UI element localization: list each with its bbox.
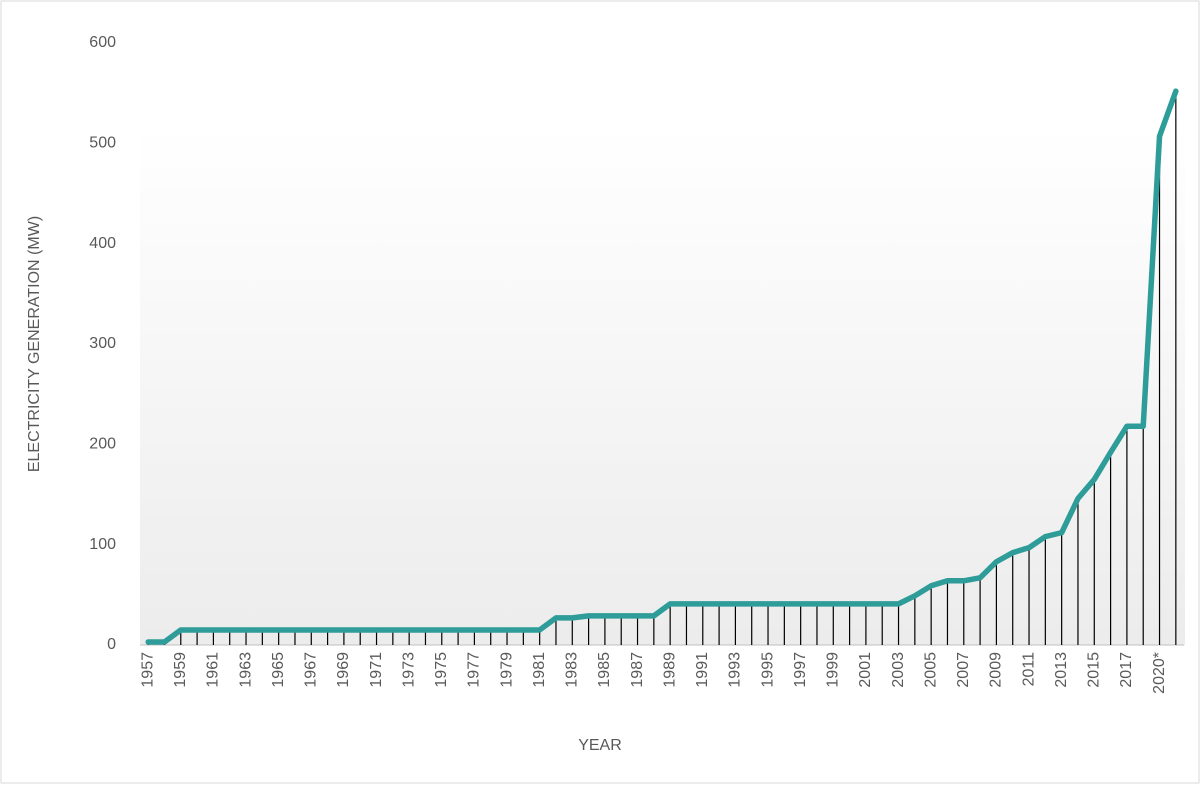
x-tick-label: 1961 <box>205 652 222 688</box>
y-axis-title: ELECTRICITY GENERATION (MW) <box>26 216 43 472</box>
x-axis-title: YEAR <box>578 737 622 754</box>
x-tick-label: 1971 <box>368 652 385 688</box>
x-tick-label: 1965 <box>270 652 287 688</box>
x-tick-label: 1979 <box>498 652 515 688</box>
y-tick-label: 100 <box>89 536 116 553</box>
x-tick-label: 2009 <box>988 652 1005 688</box>
y-tick-label: 600 <box>89 34 116 51</box>
x-tick-label: 1975 <box>433 652 450 688</box>
x-tick-label: 1977 <box>466 652 483 688</box>
x-tick-label: 2015 <box>1086 652 1103 688</box>
x-tick-label: 2017 <box>1118 652 1135 688</box>
x-tick-label: 1987 <box>629 652 646 688</box>
x-tick-label: 1973 <box>400 652 417 688</box>
x-tick-label: 2001 <box>857 652 874 688</box>
plot-background <box>140 125 1185 645</box>
x-tick-label: 1991 <box>694 652 711 688</box>
x-tick-label: 1985 <box>596 652 613 688</box>
x-tick-label: 1993 <box>727 652 744 688</box>
x-tick-label: 1981 <box>531 652 548 688</box>
x-tick-label: 1963 <box>237 652 254 688</box>
x-tick-label: 2020* <box>1151 652 1168 694</box>
x-tick-label: 1983 <box>564 652 581 688</box>
x-tick-label: 1989 <box>661 652 678 688</box>
x-tick-label: 1959 <box>172 652 189 688</box>
y-tick-label: 500 <box>89 135 116 152</box>
y-tick-label: 200 <box>89 436 116 453</box>
x-tick-label: 2011 <box>1020 652 1037 687</box>
x-tick-label: 2013 <box>1053 652 1070 688</box>
y-tick-label: 300 <box>89 335 116 352</box>
x-tick-label: 1999 <box>825 652 842 688</box>
x-tick-label: 2003 <box>890 652 907 688</box>
x-tick-label: 2005 <box>922 652 939 688</box>
x-tick-label: 1995 <box>759 652 776 688</box>
y-tick-label: 0 <box>107 636 116 653</box>
x-tick-label: 1997 <box>792 652 809 688</box>
x-tick-label: 2007 <box>955 652 972 688</box>
x-tick-label: 1969 <box>335 652 352 688</box>
data-line <box>145 88 1179 645</box>
y-tick-label: 400 <box>89 235 116 252</box>
x-tick-label: 1957 <box>139 652 156 688</box>
x-tick-label: 1967 <box>303 652 320 688</box>
